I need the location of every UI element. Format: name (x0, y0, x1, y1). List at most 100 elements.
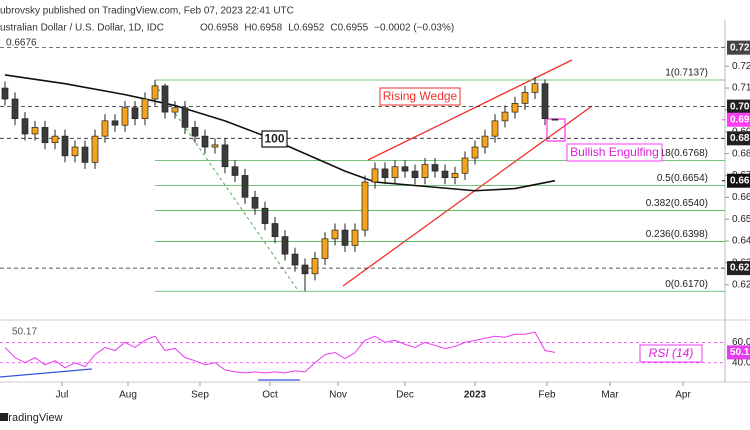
ma-label: 100 (264, 132, 284, 146)
y-tick-label: 0.65 (732, 214, 750, 225)
fib-label: 0.5(0.6654) (657, 173, 708, 184)
candle-body (491, 120, 499, 137)
x-tick-label: Mar (601, 390, 619, 401)
candle-body (251, 196, 259, 209)
x-tick-label: Jul (56, 390, 69, 401)
level-label: 0.72 (730, 42, 750, 53)
candle-body (531, 83, 539, 93)
x-tick-label: Aug (119, 390, 137, 401)
wedge-label-box (379, 87, 461, 106)
candle-body (501, 111, 509, 122)
engulfing-label: Bullish Engulfing (570, 145, 659, 159)
footer: TradingView (0, 412, 63, 424)
candle-body (281, 236, 289, 255)
candle-body (21, 118, 29, 135)
candle-body (521, 92, 529, 104)
ohlc-value: C0.6955 (330, 23, 368, 34)
x-tick-label: Nov (329, 390, 347, 401)
wedge-label: Rising Wedge (383, 89, 458, 103)
rsi-tick-label: 40.0 (732, 357, 750, 368)
level-box (727, 173, 750, 188)
ohlc-value: L0.6952 (288, 23, 325, 34)
y-tick-label: 0.62 (732, 279, 750, 290)
y-tick-label: 0.64 (732, 236, 750, 247)
y-tick-label: 0.72 (732, 61, 750, 72)
candle-body (371, 168, 379, 183)
candle-body (551, 118, 559, 121)
ohlc-value: −0.0002 (−0.03%) (374, 23, 454, 34)
candle-body (61, 135, 69, 157)
rsi-value-axis: 50.17 (730, 347, 750, 358)
candle-body (271, 223, 279, 237)
wedge-lower-line (342, 105, 593, 287)
candle-body (541, 83, 549, 120)
candle-body (191, 127, 199, 137)
candle-body (321, 238, 329, 259)
level-label: 0.68 (730, 133, 750, 144)
candle-body (391, 166, 399, 178)
fib-label: 0.236(0.6398) (646, 229, 708, 240)
candle-body (1, 87, 9, 100)
candle-body (401, 166, 409, 172)
candle-body (511, 103, 519, 113)
ma-label-box (261, 130, 288, 148)
candle-body (11, 98, 19, 120)
candle-body (261, 207, 269, 224)
footer-text: TradingView (2, 412, 63, 424)
candle-body (211, 144, 219, 148)
x-tick-label: Dec (396, 390, 414, 401)
rsi-name: RSI (14) (649, 346, 694, 360)
candle-body (441, 170, 449, 178)
rsi-name-box (639, 344, 703, 363)
candle-body (121, 107, 129, 126)
fib-label: 0(0.6170) (665, 279, 708, 290)
candle-body (481, 135, 489, 148)
candle-body (341, 229, 349, 246)
fib-label: 0.618(0.6768) (646, 148, 708, 159)
x-tick-label: Feb (538, 390, 556, 401)
candle-body (71, 146, 79, 157)
candle-body (101, 120, 109, 137)
candle-body (421, 164, 429, 178)
candle-body (301, 264, 309, 275)
rsi-tick-label: 60.0 (732, 337, 750, 348)
candle-body (51, 135, 59, 144)
candle-body (461, 157, 469, 174)
y-tick-label: 0.71 (732, 83, 750, 94)
level-box (727, 40, 750, 55)
x-tick-label: Sep (191, 390, 209, 401)
ohlc-value: H0.6958 (244, 23, 282, 34)
wedge-upper-line (367, 59, 573, 161)
symbol: ustralian Dollar / U.S. Dollar, 1D, IDC (0, 23, 164, 34)
candle-body (141, 98, 149, 120)
candle-body (361, 181, 369, 231)
candle-body (31, 127, 39, 135)
rsi-trendline (0, 368, 93, 378)
rsi-value: 50.17 (12, 327, 37, 338)
level-label: 0.69 (730, 114, 750, 125)
candle-body (411, 170, 419, 178)
candle-body (471, 146, 479, 159)
candle-body (161, 85, 169, 113)
candle-body (151, 85, 159, 100)
level-label: 0.62 (730, 263, 750, 274)
candle-body (111, 120, 119, 126)
candle-body (431, 164, 439, 172)
candle-body (91, 135, 99, 163)
candle-body (231, 166, 239, 176)
engulfing-label-box (566, 143, 663, 162)
y-tick-label: 0.66 (732, 192, 750, 203)
level-box (727, 99, 750, 114)
candle-body (451, 172, 459, 178)
rsi-line (4, 331, 556, 374)
candle-body (241, 175, 249, 198)
y-tick-label: 0.68 (732, 148, 750, 159)
logo (0, 413, 8, 421)
candle-body (381, 168, 389, 178)
x-tick-label: Apr (675, 390, 691, 401)
level-label: 0.70 (730, 101, 750, 112)
candle-body (201, 135, 209, 148)
candle-body (171, 107, 179, 113)
candle-body (41, 127, 49, 144)
